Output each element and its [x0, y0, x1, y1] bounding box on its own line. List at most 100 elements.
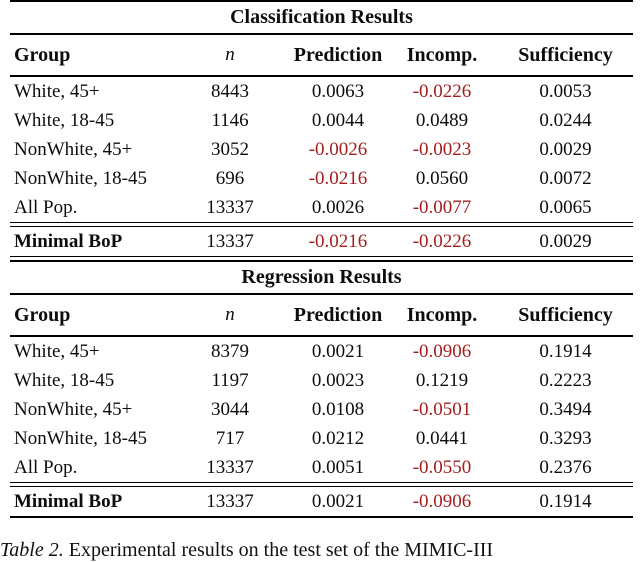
table-row: White, 45+ 8443 0.0063 -0.0226 0.0053	[10, 77, 633, 106]
cell-prediction: -0.0216	[308, 230, 368, 252]
cell-incomp: -0.0226	[412, 80, 472, 102]
cell-prediction: -0.0216	[308, 167, 368, 189]
table-row: NonWhite, 45+ 3052 -0.0026 -0.0023 0.002…	[10, 135, 633, 164]
cell-n: 8379	[211, 340, 249, 362]
summary-row-minimal-bop: Minimal BoP 13337 0.0021 -0.0906 0.1914	[10, 487, 633, 516]
table-title: Regression Results	[241, 266, 402, 288]
table-row: NonWhite, 18-45 717 0.0212 0.0441 0.3293	[10, 424, 633, 453]
cell-sufficiency: 0.0053	[539, 80, 592, 102]
table-caption: Table 2. Experimental results on the tes…	[0, 538, 640, 562]
cell-group: White, 45+	[14, 340, 100, 362]
bottom-rule	[10, 256, 633, 257]
column-header-incomp: Incomp.	[406, 303, 478, 326]
table-row: NonWhite, 45+ 3044 0.0108 -0.0501 0.3494	[10, 395, 633, 424]
column-header-sufficiency: Sufficiency	[518, 43, 613, 66]
bottom-rule	[10, 516, 633, 518]
table-title-row: Classification Results	[10, 2, 633, 33]
column-header-group: Group	[14, 43, 71, 66]
column-header-n: n	[225, 304, 235, 325]
table-row: White, 45+ 8379 0.0021 -0.0906 0.1914	[10, 337, 633, 366]
cell-group: All Pop.	[14, 456, 78, 478]
cell-sufficiency: 0.0029	[539, 230, 592, 252]
double-rule	[10, 222, 633, 227]
cell-incomp: -0.0906	[412, 340, 472, 362]
column-header-n: n	[225, 44, 235, 65]
cell-group: Minimal BoP	[14, 490, 123, 512]
cell-sufficiency: 0.0244	[539, 109, 592, 131]
cell-group: NonWhite, 45+	[14, 138, 133, 160]
cell-sufficiency: 0.1914	[539, 340, 592, 362]
cell-n: 1197	[211, 369, 249, 391]
cell-prediction: 0.0063	[311, 80, 365, 102]
cell-n: 3044	[211, 398, 249, 420]
cell-sufficiency: 0.2376	[539, 456, 592, 478]
table-row: White, 18-45 1146 0.0044 0.0489 0.0244	[10, 106, 633, 135]
cell-incomp: -0.0023	[412, 138, 472, 160]
cell-incomp: 0.0560	[415, 167, 469, 189]
table-row: All Pop. 13337 0.0026 -0.0077 0.0065	[10, 193, 633, 222]
column-header-row: Group n Prediction Incomp. Sufficiency	[10, 295, 633, 335]
caption-label: Table 2.	[0, 539, 64, 561]
cell-prediction: 0.0212	[311, 427, 365, 449]
cell-prediction: 0.0044	[311, 109, 365, 131]
cell-prediction: -0.0026	[308, 138, 368, 160]
table-row: White, 18-45 1197 0.0023 0.1219 0.2223	[10, 366, 633, 395]
cell-n: 3052	[211, 138, 249, 160]
cell-group: Minimal BoP	[14, 230, 123, 252]
cell-group: NonWhite, 45+	[14, 398, 133, 420]
cell-n: 13337	[206, 456, 254, 478]
cell-n: 717	[215, 427, 245, 449]
top-rule	[10, 260, 633, 262]
cell-sufficiency: 0.0029	[539, 138, 592, 160]
divider	[10, 293, 633, 295]
cell-sufficiency: 0.3293	[539, 427, 592, 449]
cell-n: 1146	[211, 109, 249, 131]
paper-table-figure: Classification Results Group n Predictio…	[10, 0, 633, 518]
table-row: All Pop. 13337 0.0051 -0.0550 0.2376	[10, 453, 633, 482]
column-header-incomp: Incomp.	[406, 43, 478, 66]
cell-incomp: -0.0550	[412, 456, 472, 478]
column-header-prediction: Prediction	[293, 43, 383, 66]
cell-group: All Pop.	[14, 196, 78, 218]
cell-prediction: 0.0021	[311, 340, 365, 362]
double-rule	[10, 482, 633, 487]
cell-group: White, 45+	[14, 80, 100, 102]
table-row: NonWhite, 18-45 696 -0.0216 0.0560 0.007…	[10, 164, 633, 193]
column-header-sufficiency: Sufficiency	[518, 303, 613, 326]
column-header-group: Group	[14, 303, 71, 326]
cell-group: White, 18-45	[14, 109, 115, 131]
cell-incomp: 0.0489	[415, 109, 469, 131]
cell-incomp: -0.0226	[412, 230, 472, 252]
caption-text: Experimental results on the test set of …	[68, 539, 494, 561]
cell-sufficiency: 0.3494	[539, 398, 592, 420]
cell-incomp: 0.1219	[415, 369, 469, 391]
cell-sufficiency: 0.2223	[539, 369, 592, 391]
cell-prediction: 0.0021	[311, 490, 365, 512]
cell-incomp: -0.0906	[412, 490, 472, 512]
classification-results-table: Classification Results Group n Predictio…	[10, 0, 633, 257]
divider	[10, 33, 633, 35]
cell-n: 13337	[206, 230, 254, 252]
table-title-row: Regression Results	[10, 262, 633, 293]
divider	[10, 75, 633, 77]
divider	[10, 335, 633, 337]
cell-n: 696	[215, 167, 245, 189]
cell-sufficiency: 0.0072	[539, 167, 592, 189]
cell-sufficiency: 0.1914	[539, 490, 592, 512]
cell-prediction: 0.0108	[311, 398, 365, 420]
cell-group: White, 18-45	[14, 369, 115, 391]
top-rule	[10, 0, 633, 2]
table-title: Classification Results	[230, 6, 413, 28]
cell-sufficiency: 0.0065	[539, 196, 592, 218]
cell-incomp: -0.0077	[412, 196, 472, 218]
cell-n: 13337	[206, 196, 254, 218]
cell-prediction: 0.0026	[311, 196, 365, 218]
cell-n: 13337	[206, 490, 254, 512]
cell-incomp: -0.0501	[412, 398, 472, 420]
cell-prediction: 0.0023	[311, 369, 365, 391]
cell-group: NonWhite, 18-45	[14, 427, 147, 449]
column-header-prediction: Prediction	[293, 303, 383, 326]
cell-incomp: 0.0441	[415, 427, 469, 449]
cell-group: NonWhite, 18-45	[14, 167, 147, 189]
cell-n: 8443	[211, 80, 249, 102]
